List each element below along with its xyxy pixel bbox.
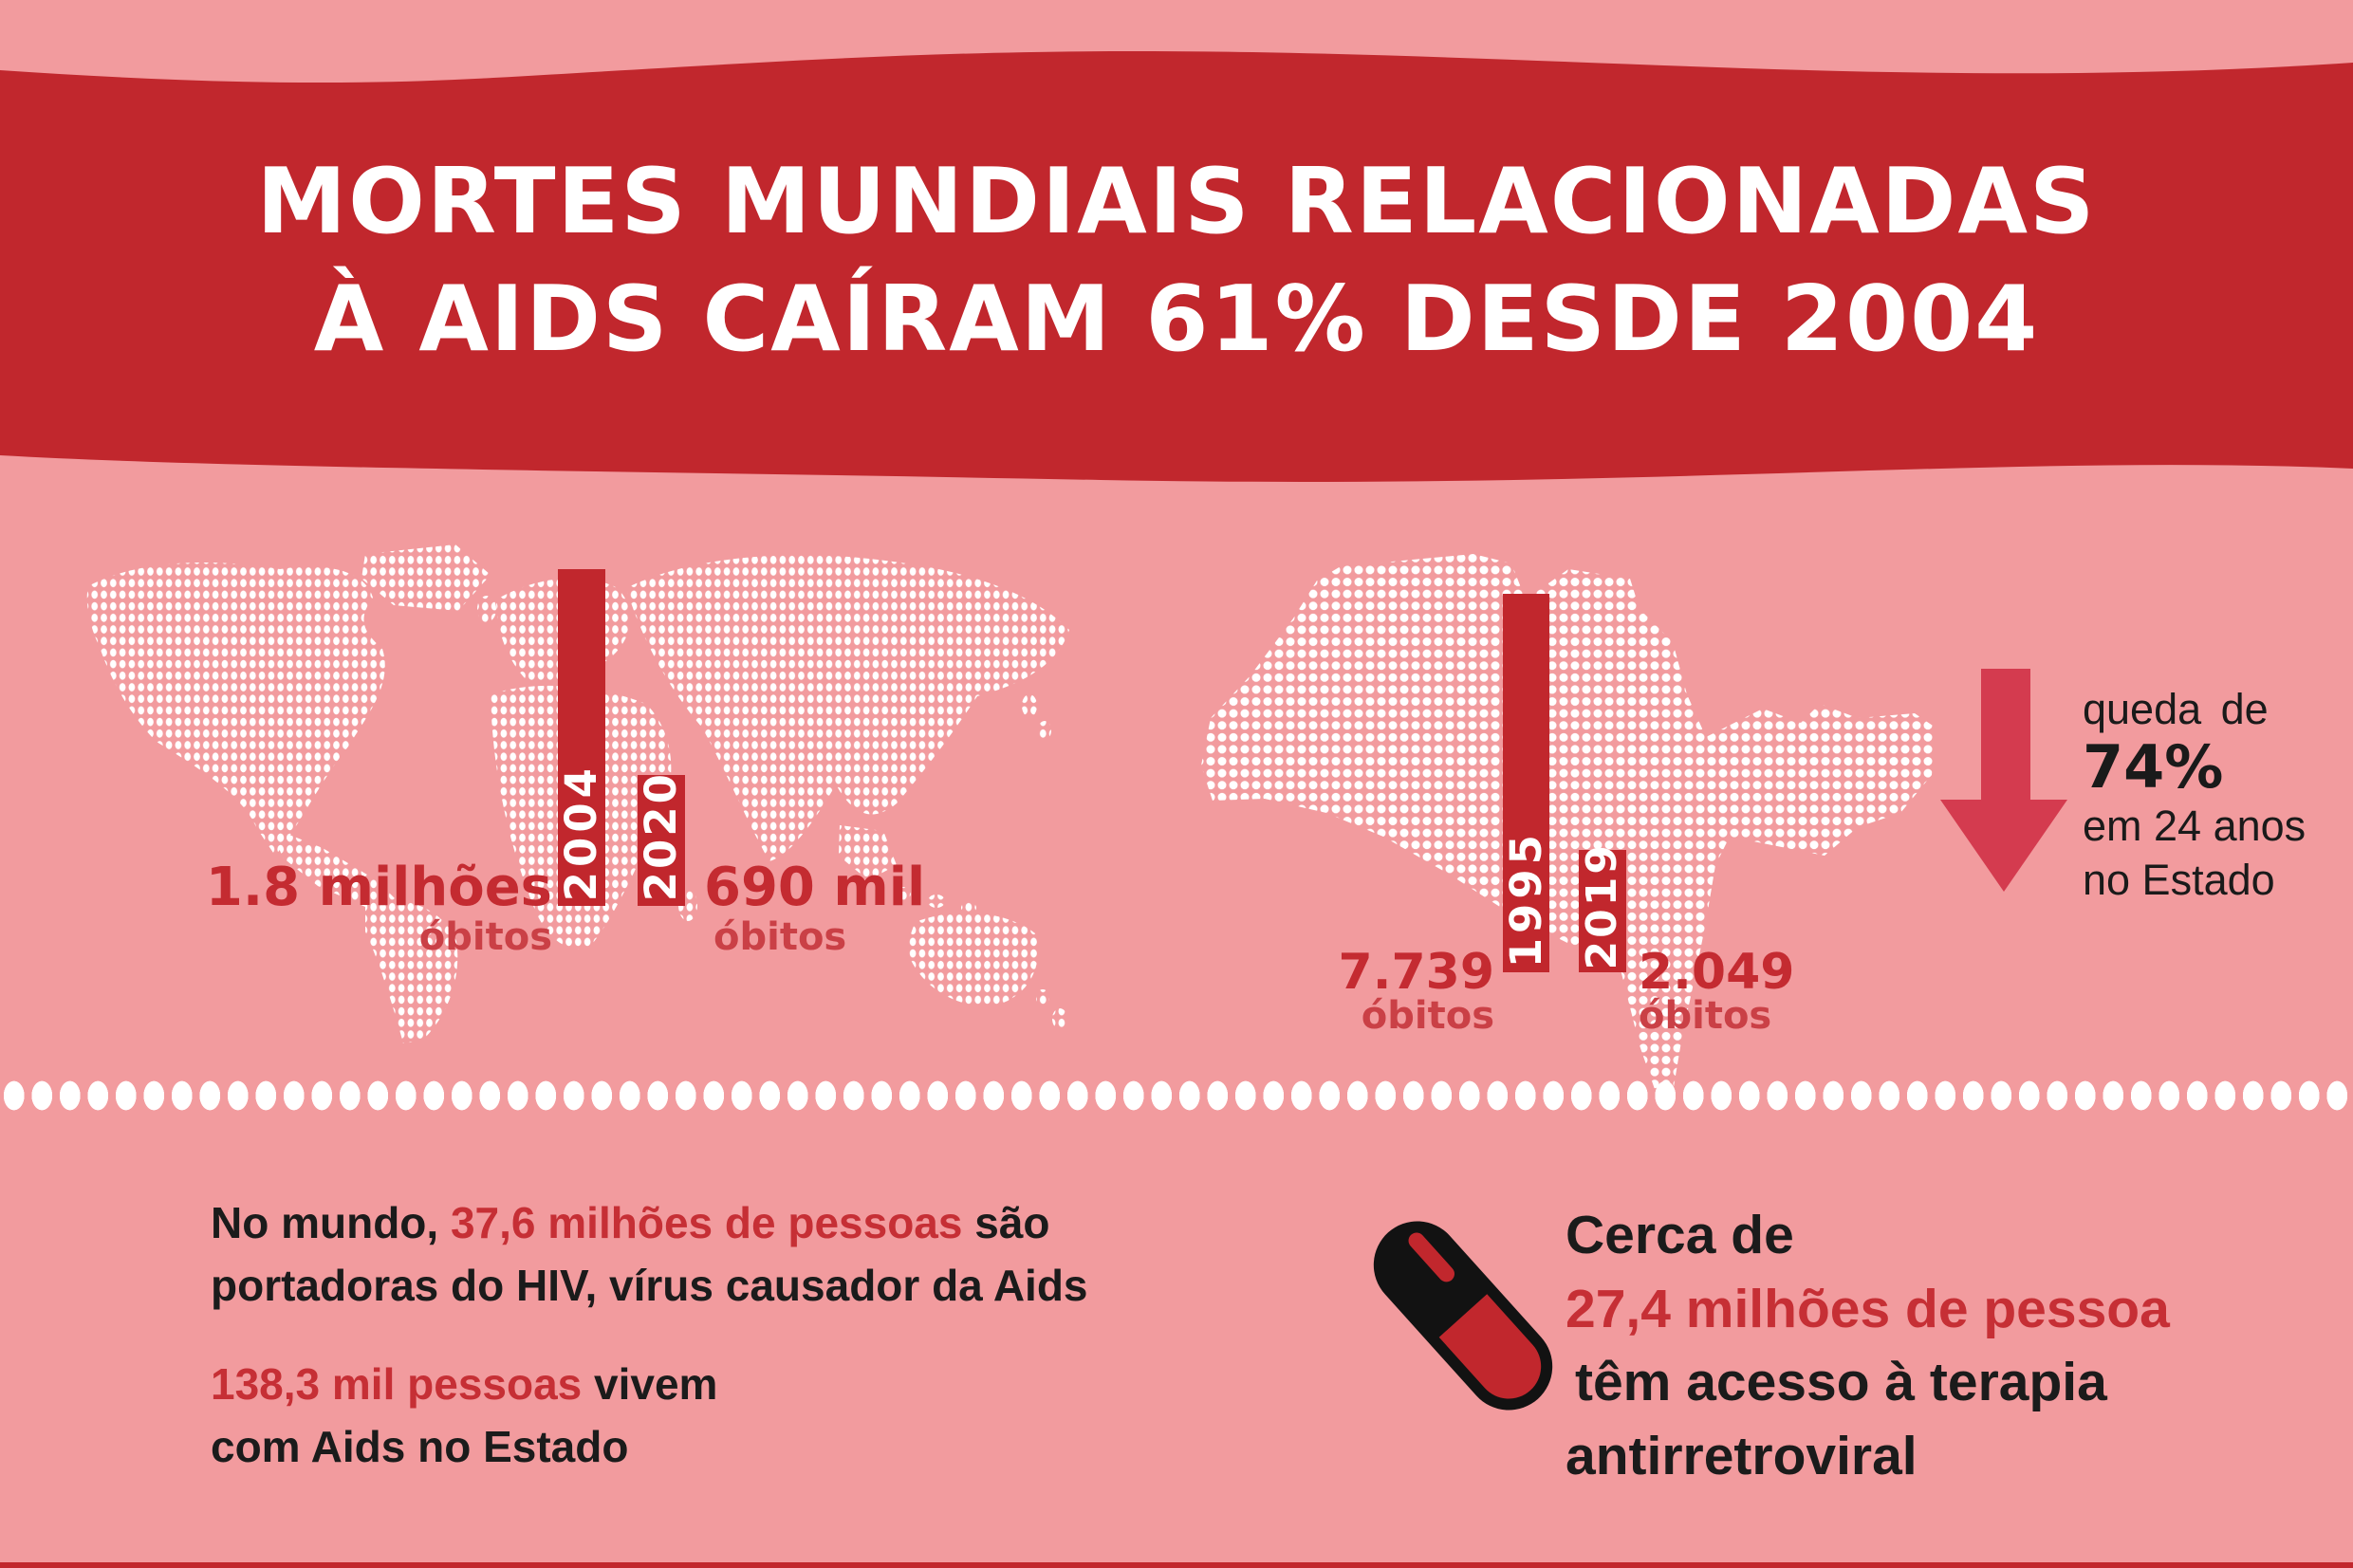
therapy-fact-line3: têm acesso à terapia: [1575, 1352, 2107, 1412]
world-value-2004: 1.8 milhões: [205, 857, 552, 918]
bar-state-2019: 2019: [1578, 842, 1626, 972]
bottom-wave-strip: [0, 1562, 2353, 1568]
world-value-2020: 690 mil: [704, 857, 926, 918]
down-arrow-icon: [1940, 669, 2067, 892]
world-fact-line1-black2: são: [962, 1198, 1050, 1247]
bar-state-2019-label: 2019: [1578, 841, 1626, 969]
state-caption-1995: óbitos: [1361, 994, 1494, 1038]
header-banner-wave: [0, 50, 2353, 482]
state-value-2019: 2.049: [1639, 944, 1795, 1001]
world-fact-line1-black1: No mundo,: [211, 1198, 451, 1247]
therapy-fact-line1: Cerca de: [1566, 1205, 1794, 1265]
world-fact-line1-red: 37,6 milhões de pessoas: [450, 1198, 963, 1247]
page-title-line2: À AIDS CAÍRAM 61% DESDE 2004: [313, 267, 2040, 372]
drop-annotation-line1: queda de: [2083, 685, 2269, 733]
state-fact-line1: 138,3 mil pessoas vivem: [211, 1358, 717, 1410]
dotted-divider: [0, 1074, 2353, 1117]
bar-world-2020-label: 2020: [636, 770, 686, 901]
page-title-line1: MORTES MUNDIAIS RELACIONADAS: [256, 150, 2097, 254]
drop-annotation-line2: em 24 anos: [2083, 802, 2307, 850]
state-fact-line2: com Aids no Estado: [211, 1422, 629, 1471]
bar-world-2004-label: 2004: [556, 763, 606, 901]
world-map-dotted: [86, 544, 1069, 1043]
world-fact-line1: No mundo, 37,6 milhões de pessoas são: [211, 1197, 1050, 1248]
drop-annotation-percent: 74%: [2083, 732, 2224, 802]
world-caption-2004: óbitos: [418, 915, 552, 959]
bar-state-1995-label: 1995: [1500, 829, 1551, 968]
pill-icon: [1373, 1221, 1553, 1411]
bar-state-1995: 1995: [1500, 594, 1551, 972]
state-fact-line1-red: 138,3 mil pessoas: [211, 1359, 583, 1409]
therapy-fact-line4: antirretroviral: [1566, 1426, 1918, 1486]
therapy-fact-line2: 27,4 milhões de pessoa: [1566, 1279, 2170, 1339]
world-caption-2020: óbitos: [713, 915, 847, 959]
world-fact-line2: portadoras do HIV, vírus causador da Aid…: [211, 1261, 1088, 1310]
state-value-1995: 7.739: [1338, 944, 1494, 1001]
state-fact-line1-black: vivem: [582, 1359, 718, 1409]
state-caption-2019: óbitos: [1639, 994, 1772, 1038]
drop-annotation-line3: no Estado: [2083, 856, 2275, 904]
bar-world-2004: 2004: [556, 569, 606, 906]
bar-world-2020: 2020: [636, 771, 686, 906]
sao-paulo-map-dotted: [1201, 554, 1936, 1095]
